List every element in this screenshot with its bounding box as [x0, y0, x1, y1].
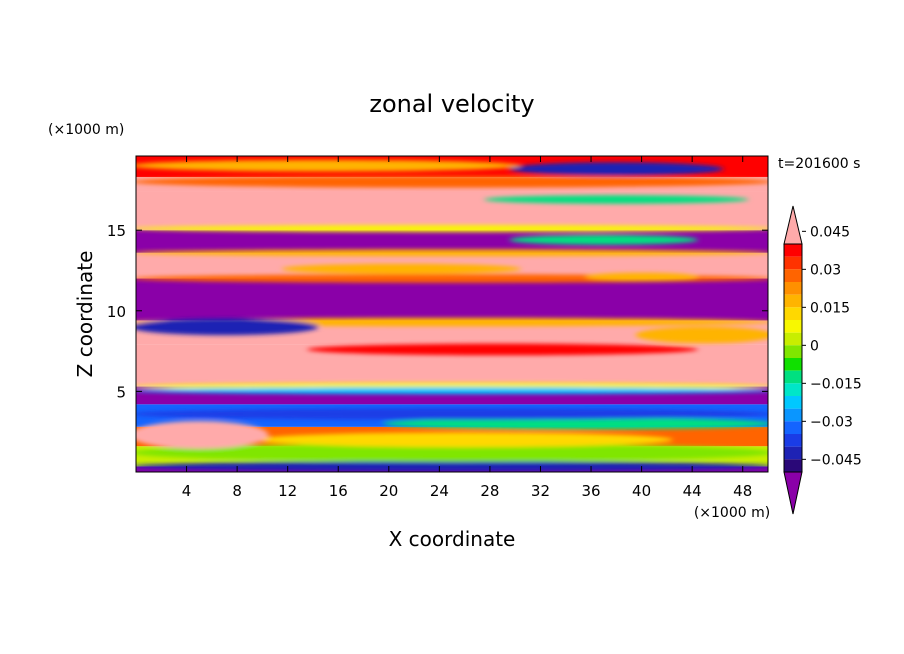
contour-feature-16 [509, 234, 699, 245]
contour-feature-7 [136, 387, 768, 394]
colorbar-label: 0.015 [810, 300, 850, 316]
contour-feature-8 [306, 343, 699, 356]
colorbar-label: 0.045 [810, 224, 850, 240]
colorbar-box [784, 294, 802, 308]
colorbar-box [784, 282, 802, 295]
colorbar: 0.045 0.03 0.015 0 −0.015 −0.03 −0.045 [783, 205, 862, 515]
colorbar-box [784, 358, 802, 371]
time-label: t=201600 s [778, 156, 860, 172]
colorbar-box [784, 256, 802, 270]
colorbar-box [784, 396, 802, 409]
contour-plot-area [136, 156, 768, 472]
y-axis-ticks: 5 10 15 [107, 222, 768, 401]
contour-features [136, 159, 768, 472]
chart-title: zonal velocity [369, 90, 534, 118]
colorbar-box [784, 421, 802, 434]
y-axis-title: Z coordinate [73, 251, 97, 378]
contour-feature-17 [136, 225, 768, 232]
x-tick-label: 24 [430, 482, 449, 500]
colorbar-box [784, 408, 802, 422]
colorbar-label: −0.045 [810, 452, 862, 468]
y-tick-label: 15 [107, 222, 126, 240]
y-unit-label: (×1000 m) [48, 122, 124, 138]
colorbar-box [784, 244, 802, 257]
colorbar-box [784, 383, 802, 396]
x-tick-label: 16 [329, 482, 348, 500]
colorbar-box [784, 307, 802, 320]
x-tick-label: 40 [632, 482, 651, 500]
colorbar-label: −0.015 [810, 376, 862, 392]
colorbar-box [784, 320, 802, 333]
colorbar-box [784, 332, 802, 346]
contour-feature-19 [136, 175, 768, 188]
contour-band-7 [136, 278, 768, 321]
contour-feature-2 [256, 432, 673, 448]
plot-frame [135, 155, 769, 473]
contour-feature-4 [382, 417, 768, 430]
contour-feature-21 [136, 159, 522, 172]
x-tick-label: 8 [232, 482, 242, 500]
x-tick-label: 48 [733, 482, 752, 500]
colorbar-box [784, 459, 802, 472]
x-tick-label: 12 [278, 482, 297, 500]
colorbar-box [784, 434, 802, 447]
colorbar-top-triangle [783, 205, 803, 245]
x-tick-label: 36 [581, 482, 600, 500]
x-tick-label: 44 [683, 482, 702, 500]
y-tick-label: 5 [116, 383, 126, 401]
contour-feature-11 [635, 326, 768, 344]
contour-feature-15 [136, 249, 768, 257]
colorbar-label: 0.03 [810, 262, 841, 278]
x-tick-label: 20 [379, 482, 398, 500]
contour-feature-5 [136, 408, 768, 420]
contour-feature-18 [483, 195, 749, 204]
contour-feature-10 [136, 318, 319, 336]
x-tick-label: 28 [480, 482, 499, 500]
contour-feature-3 [136, 421, 269, 449]
contour-feature-14 [585, 272, 699, 282]
contour-feature-0 [136, 461, 768, 472]
colorbar-box [784, 446, 802, 460]
x-unit-label: (×1000 m) [694, 505, 770, 521]
colorbar-box [784, 269, 802, 282]
x-axis-ticks: 4 8 12 16 20 24 28 32 36 40 44 48 [182, 156, 752, 500]
contour-feature-20 [509, 162, 724, 176]
contour-feature-13 [281, 263, 522, 274]
colorbar-box [784, 345, 802, 358]
colorbar-bottom-triangle [783, 471, 803, 515]
contour-feature-1 [136, 443, 768, 462]
x-tick-label: 32 [531, 482, 550, 500]
colorbar-label: 0 [810, 338, 819, 354]
x-tick-label: 4 [182, 482, 192, 500]
colorbar-frame [783, 243, 803, 473]
colorbar-box [784, 370, 802, 384]
x-axis-title: X coordinate [389, 527, 516, 551]
y-tick-label: 10 [107, 303, 126, 321]
colorbar-label: −0.03 [810, 414, 853, 430]
